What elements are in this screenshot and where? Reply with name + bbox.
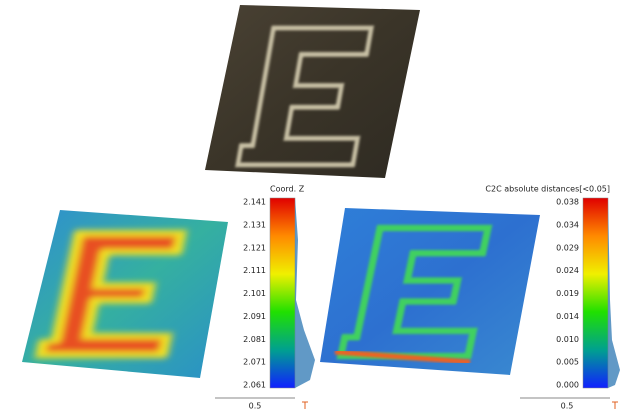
height-map [22,210,228,378]
scale-label: 0.5 [561,402,574,411]
tick-label: 0.019 [556,289,579,298]
colorbar-title: Coord. Z [270,185,305,194]
tick-label: 0.029 [556,243,579,252]
screenshot: Coord. Z 2.141 2.131 2.121 2.111 2.101 2.091 2… [0,0,621,411]
tick-label: 2.091 [243,312,266,321]
distance-map [320,208,540,375]
tick-label: 0.024 [556,266,579,275]
colorbar: Coord. Z 2.141 2.131 2.121 2.111 2.101 2.091 2… [215,185,315,411]
tick-label: 2.071 [243,358,266,367]
tick-label: 2.111 [243,266,266,275]
scale-label: 0.5 [249,402,262,411]
tick-label: 0.038 [556,198,579,207]
tick-label: 0.010 [556,335,579,344]
colorbar-title: C2C absolute distances[<0.05] [485,185,610,194]
tick-label: 2.131 [243,220,266,229]
stone-image [205,5,420,178]
tick-label: 2.101 [243,289,266,298]
tick-label: 0.034 [556,220,579,229]
tick-label: 2.061 [243,381,266,390]
tick-label: 2.141 [243,198,266,207]
tick-label: 2.121 [243,243,266,252]
tick-label: 0.005 [556,358,579,367]
tick-label: 2.081 [243,335,266,344]
tick-label: 0.014 [556,312,579,321]
tick-label: 0.000 [556,381,579,390]
